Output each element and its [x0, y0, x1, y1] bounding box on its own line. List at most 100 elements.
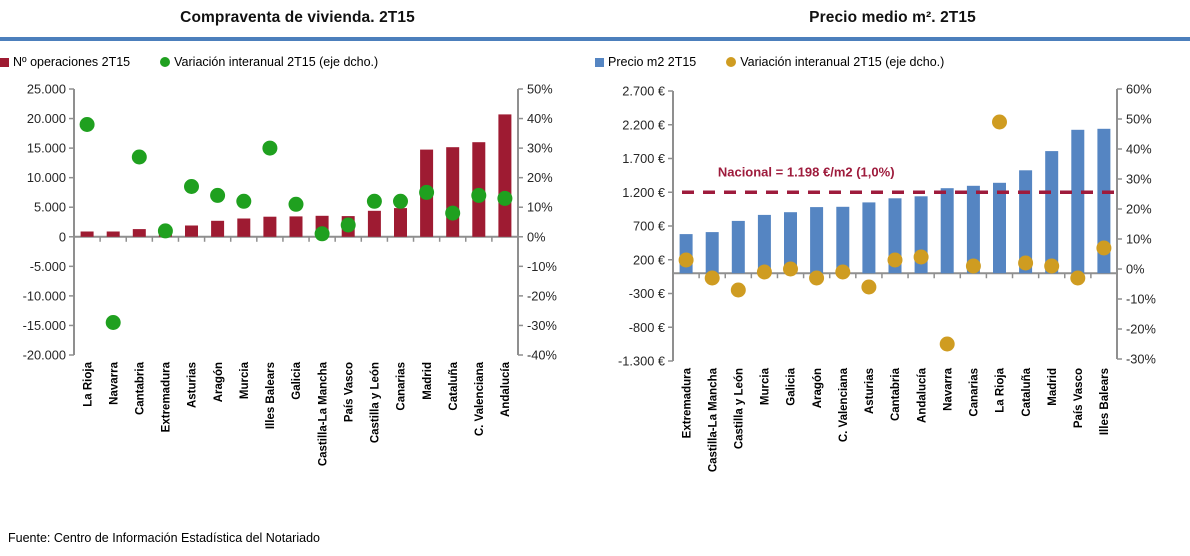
- left-axis-label: 5.000: [34, 200, 66, 215]
- bar-castilla-y-le-n: [731, 220, 745, 274]
- left-axis-label: 1.700 €: [622, 151, 665, 166]
- dot-asturias: [184, 179, 199, 194]
- category-label-la-rioja: La Rioja: [82, 361, 94, 406]
- left-axis-label: 1.200 €: [622, 185, 665, 200]
- left-axis-label: -20.000: [23, 348, 66, 363]
- left-axis-label: -300 €: [629, 286, 665, 301]
- source-note: Fuente: Centro de Información Estadístic…: [8, 531, 320, 545]
- dot-castilla-la-mancha: [314, 226, 330, 242]
- bar-galicia: [289, 216, 303, 237]
- bar-chart-operations: 25.000 20.000 15.000 10.000 5.000 0 -5.000 -10.…: [23, 82, 557, 467]
- bar-canarias: [394, 208, 407, 237]
- dot-c-valenciana: [471, 187, 487, 203]
- dot-andaluc-a: [913, 249, 929, 265]
- dot-arag-n: [809, 270, 825, 286]
- right-axis-label: 40%: [1126, 142, 1152, 157]
- bar-murcia: [757, 214, 771, 274]
- dot-galicia: [288, 196, 304, 212]
- bar-cantabria: [132, 229, 146, 237]
- dot-castilla-la-mancha: [704, 270, 720, 286]
- left-axis-label: 0: [59, 229, 66, 244]
- right-axis-label: 60%: [1126, 82, 1152, 97]
- legend-label-dots: Variación interanual 2T15 (eje dcho.): [174, 55, 379, 69]
- right-axis-label: 30%: [1126, 172, 1152, 187]
- bar-catalu-a: [446, 147, 460, 237]
- category-label-murcia: Murcia: [239, 361, 251, 399]
- category-label-c-valenciana: C. Valenciana: [474, 361, 486, 436]
- legend-swatch-bar-icon: [0, 57, 9, 67]
- dot-madrid: [419, 184, 435, 200]
- dot-arag-n: [210, 187, 226, 203]
- bar-asturias: [862, 202, 876, 274]
- dot-c-valenciana: [835, 264, 851, 280]
- right-axis-label: 50%: [527, 82, 553, 97]
- dot-canarias: [965, 258, 981, 274]
- chart-panel-prices: Precio medio m². 2T15 Precio m2 2T15 Var…: [595, 0, 1190, 556]
- legend-item-dots: Variación interanual 2T15 (eje dcho.): [160, 55, 378, 69]
- left-axis-label: 10.000: [27, 170, 66, 185]
- right-axis-label: -20%: [527, 288, 557, 303]
- legend-prices: Precio m2 2T15 Variación interanual 2T15…: [595, 55, 944, 69]
- left-axis-label: 15.000: [27, 141, 66, 156]
- legend-swatch-dot-icon: [160, 57, 171, 67]
- category-label-galicia: Galicia: [291, 361, 303, 399]
- dot-castilla-y-le-n: [730, 282, 746, 298]
- dot-extremadura: [157, 223, 173, 239]
- bar-andaluc-a: [498, 114, 512, 237]
- dot-cantabria: [887, 252, 903, 268]
- right-axis-label: -30%: [527, 318, 557, 333]
- bar-castilla-la-mancha: [705, 232, 719, 274]
- bar-canarias: [966, 185, 980, 274]
- category-label-c-valenciana: C. Valenciana: [838, 367, 850, 442]
- right-axis-label: -20%: [1126, 322, 1156, 337]
- dot-andaluc-a: [497, 190, 513, 206]
- category-label-castilla-y-le-n: Castilla y León: [370, 362, 382, 443]
- right-axis-label: 40%: [527, 111, 553, 126]
- category-label-cantabria: Cantabria: [890, 367, 902, 421]
- category-label-illes-balears: Illes Balears: [1099, 368, 1111, 435]
- left-axis-label: -800 €: [629, 320, 665, 335]
- dot-pa-s-vasco: [340, 217, 356, 233]
- legend-label-bars: Nº operaciones 2T15: [13, 55, 131, 69]
- chart-title-prices: Precio medio m². 2T15: [809, 9, 976, 26]
- dot-catalu-a: [1018, 255, 1034, 271]
- category-label-cantabria: Cantabria: [135, 361, 147, 415]
- right-axis-label: -10%: [1126, 292, 1156, 307]
- category-label-andaluc-a: Andalucía: [916, 367, 928, 423]
- bar-navarra: [940, 188, 954, 274]
- dot-extremadura: [678, 252, 694, 268]
- bar-arag-n: [211, 220, 225, 237]
- category-label-catalu-a: Cataluña: [1021, 367, 1033, 416]
- chart-panel-operations: Compraventa de vivienda. 2T15 Nº operaci…: [0, 9, 557, 467]
- bar-asturias: [185, 225, 198, 237]
- left-axis-label: 25.000: [27, 82, 66, 97]
- bar-illes-balears: [1097, 128, 1111, 274]
- dot-murcia: [236, 193, 252, 209]
- bar-navarra: [106, 231, 120, 237]
- right-axis-label: 20%: [1126, 202, 1152, 217]
- bar-arag-n: [810, 207, 824, 274]
- dot-la-rioja: [79, 117, 95, 132]
- left-axis-label: -10.000: [23, 288, 66, 303]
- dot-la-rioja: [992, 114, 1007, 130]
- left-axis-label: 200 €: [633, 252, 665, 267]
- bar-la-rioja: [80, 231, 94, 237]
- right-axis-label: -10%: [527, 259, 557, 274]
- right-axis-label: 30%: [527, 141, 553, 156]
- left-axis-label: 2.700 €: [622, 84, 665, 99]
- category-label-asturias: Asturias: [864, 368, 876, 414]
- dot-illes-balears: [1096, 240, 1112, 256]
- dot-galicia: [783, 261, 798, 277]
- right-axis-label: 50%: [1126, 112, 1152, 127]
- dot-canarias: [393, 193, 408, 209]
- left-axis-label: 2.200 €: [622, 117, 665, 132]
- category-label-castilla-la-mancha: Castilla-La Mancha: [707, 367, 719, 472]
- category-label-arag-n: Aragón: [812, 368, 824, 408]
- bar-pa-s-vasco: [1071, 129, 1085, 274]
- bar-chart-prices: 2.700 € 2.200 € 1.700 € 1.200 € 700 € 200 € -3…: [618, 82, 1156, 473]
- category-label-asturias: Asturias: [187, 362, 199, 408]
- right-axis-label: 10%: [1126, 232, 1152, 247]
- category-label-extremadura: Extremadura: [161, 361, 173, 432]
- dot-navarra: [105, 315, 121, 330]
